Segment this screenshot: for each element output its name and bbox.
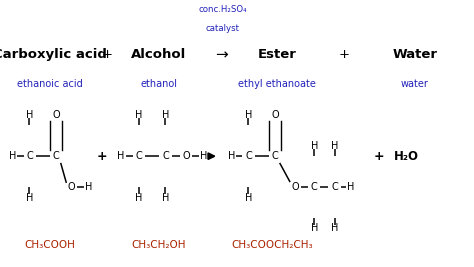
Text: →: → (216, 47, 228, 62)
Text: ethyl ethanoate: ethyl ethanoate (238, 79, 316, 89)
Text: H: H (245, 110, 252, 120)
Text: O: O (67, 182, 75, 192)
Text: +: + (97, 150, 107, 163)
Text: C: C (245, 151, 252, 161)
Text: C: C (53, 151, 59, 161)
Text: water: water (401, 79, 428, 89)
Text: O: O (291, 182, 299, 192)
Text: H₂O: H₂O (394, 150, 419, 163)
Text: H: H (9, 151, 16, 161)
Text: H: H (135, 110, 143, 120)
Text: H: H (331, 140, 338, 151)
Text: ethanoic acid: ethanoic acid (17, 79, 82, 89)
Text: +: + (101, 48, 112, 61)
Text: H: H (200, 151, 208, 161)
Text: H: H (228, 151, 235, 161)
Text: H: H (245, 193, 252, 203)
Text: C: C (162, 151, 169, 161)
Text: Alcohol: Alcohol (131, 48, 186, 61)
Text: C: C (331, 182, 338, 192)
Text: H: H (117, 151, 125, 161)
Text: O: O (182, 151, 190, 161)
Text: H: H (85, 182, 93, 192)
Text: H: H (162, 193, 169, 203)
Text: Carboxylic acid: Carboxylic acid (0, 48, 107, 61)
Text: C: C (26, 151, 33, 161)
Text: CH₃COOCH₂CH₃: CH₃COOCH₂CH₃ (232, 240, 313, 250)
Text: Water: Water (392, 48, 437, 61)
Text: +: + (338, 48, 349, 61)
Text: +: + (374, 150, 384, 163)
Text: O: O (271, 110, 279, 120)
Text: catalyst: catalyst (206, 23, 240, 33)
Text: C: C (272, 151, 278, 161)
Text: H: H (26, 110, 33, 120)
Text: H: H (347, 182, 355, 192)
Text: conc.H₂SO₄: conc.H₂SO₄ (199, 5, 247, 14)
Text: H: H (162, 110, 169, 120)
Text: CH₃CH₂OH: CH₃CH₂OH (132, 240, 186, 250)
Text: H: H (310, 140, 318, 151)
Text: CH₃COOH: CH₃COOH (24, 240, 75, 250)
Text: ethanol: ethanol (140, 79, 177, 89)
Text: H: H (26, 193, 33, 203)
Text: Ester: Ester (258, 48, 297, 61)
Text: O: O (52, 110, 60, 120)
Text: C: C (136, 151, 142, 161)
Text: H: H (331, 223, 338, 233)
Text: C: C (311, 182, 318, 192)
Text: H: H (310, 223, 318, 233)
Text: H: H (135, 193, 143, 203)
